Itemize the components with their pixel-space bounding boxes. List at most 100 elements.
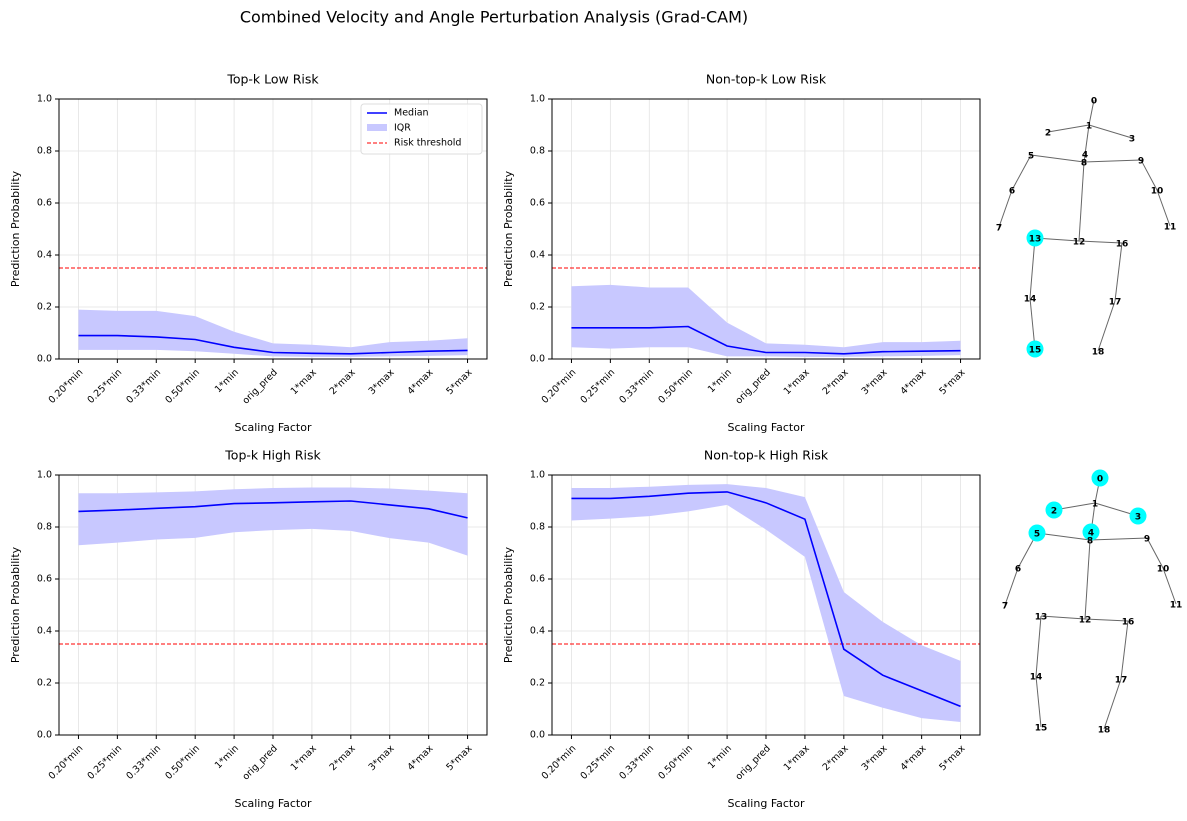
legend-label: Risk threshold (394, 138, 461, 149)
iqr-band (78, 487, 468, 556)
bone (1078, 240, 1123, 244)
x-tick-label: 0.25*min (578, 743, 617, 782)
bone (1030, 154, 1085, 163)
x-tick-label: 3*max (860, 743, 890, 773)
joint-label: 12 (1079, 616, 1092, 626)
y-tick-label: 1.0 (530, 94, 545, 105)
subplot-title: Top-k High Risk (224, 448, 321, 463)
legend-label: IQR (394, 123, 411, 134)
y-tick-label: 0.0 (530, 354, 545, 365)
y-tick-label: 0.2 (37, 678, 52, 689)
joint-label: 9 (1138, 157, 1144, 167)
median-line (78, 500, 468, 519)
y-axis-label: Prediction Probability (9, 546, 22, 663)
joint-label: 8 (1087, 537, 1093, 547)
joint-label: 14 (1030, 673, 1043, 683)
joint-label: 13 (1035, 613, 1048, 623)
x-tick-label: 0.20*min (47, 367, 86, 406)
x-axis-label: Scaling Factor (727, 421, 804, 434)
legend-swatch (367, 124, 387, 131)
bone (1004, 567, 1019, 606)
x-tick-label: 0.20*min (540, 367, 579, 406)
x-tick-label: 1*max (782, 367, 812, 397)
x-tick-label: 0.50*min (656, 367, 695, 406)
y-tick-label: 0.6 (530, 198, 545, 209)
x-tick-label: 0.33*min (617, 367, 656, 406)
joint-label: 1 (1092, 500, 1098, 510)
joint-label: 16 (1116, 240, 1129, 250)
axes-frame (551, 98, 981, 360)
x-tick-label: 3*max (367, 743, 397, 773)
joint-label: 18 (1098, 726, 1111, 736)
axes-frame (58, 474, 488, 736)
x-tick-label: orig_pred (733, 367, 772, 406)
joint-label: 3 (1135, 513, 1141, 523)
joint-label: 10 (1151, 187, 1164, 197)
x-tick-label: 0.25*min (85, 367, 124, 406)
x-tick-label: 2*max (821, 743, 851, 773)
x-tick-label: 5*max (937, 743, 967, 773)
median-line (571, 325, 961, 355)
x-tick-label: orig_pred (240, 743, 279, 782)
bone (1114, 242, 1123, 302)
x-tick-label: 0.33*min (124, 367, 163, 406)
joint-label: 13 (1029, 235, 1042, 245)
legend-box (360, 103, 483, 155)
y-tick-label: 1.0 (37, 94, 52, 105)
y-tick-label: 0.2 (530, 302, 545, 313)
iqr-band (78, 309, 468, 357)
bone (1083, 159, 1142, 163)
y-tick-label: 0.2 (530, 678, 545, 689)
joint-label: 4 (1082, 151, 1088, 161)
axes-frame (551, 474, 981, 736)
x-tick-label: 4*max (405, 743, 435, 773)
x-tick-label: 4*max (898, 743, 928, 773)
joint-label: 10 (1157, 565, 1170, 575)
x-tick-label: 1*min (706, 367, 734, 395)
x-tick-label: 2*max (821, 367, 851, 397)
axes-frame (58, 98, 488, 360)
y-tick-label: 0.6 (37, 198, 52, 209)
bone (1120, 620, 1129, 680)
y-tick-label: 0.0 (37, 730, 52, 741)
x-tick-label: 5*max (937, 367, 967, 397)
joint-label: 0 (1091, 97, 1097, 107)
x-tick-label: 5*max (444, 743, 474, 773)
joint-label: 17 (1109, 298, 1122, 308)
x-tick-label: 5*max (444, 367, 474, 397)
y-tick-label: 0.4 (37, 626, 52, 637)
x-tick-label: 1*min (213, 743, 241, 771)
joint-label: 18 (1092, 348, 1105, 358)
subplot-title: Non-top-k Low Risk (706, 72, 827, 87)
x-tick-label: 1*max (289, 743, 319, 773)
x-axis-label: Scaling Factor (727, 797, 804, 810)
subplot-title: Non-top-k High Risk (704, 448, 829, 463)
bone (1103, 678, 1122, 730)
x-tick-label: 0.25*min (578, 367, 617, 406)
x-tick-label: 1*max (289, 367, 319, 397)
bone (1088, 99, 1095, 126)
bone (1156, 189, 1171, 227)
y-tick-label: 0.6 (37, 574, 52, 585)
x-tick-label: 0.50*min (163, 743, 202, 782)
joint-label: 7 (1002, 602, 1008, 612)
joint-label: 5 (1034, 530, 1040, 540)
joint-highlight (1091, 469, 1109, 487)
bone (1036, 532, 1091, 541)
joint-highlight (1045, 501, 1063, 519)
joint-label: 12 (1073, 238, 1086, 248)
joint-label: 5 (1028, 152, 1034, 162)
iqr-band (571, 284, 961, 357)
y-axis-label: Prediction Probability (9, 170, 22, 287)
joint-label: 2 (1051, 507, 1057, 517)
joint-label: 16 (1122, 618, 1135, 628)
bone (998, 189, 1013, 228)
x-tick-label: 2*max (328, 743, 358, 773)
x-tick-label: 0.20*min (47, 743, 86, 782)
joint-label: 8 (1081, 159, 1087, 169)
x-tick-label: 4*max (405, 367, 435, 397)
bone (1084, 539, 1091, 620)
x-tick-label: 3*max (860, 367, 890, 397)
median-line (571, 491, 961, 708)
